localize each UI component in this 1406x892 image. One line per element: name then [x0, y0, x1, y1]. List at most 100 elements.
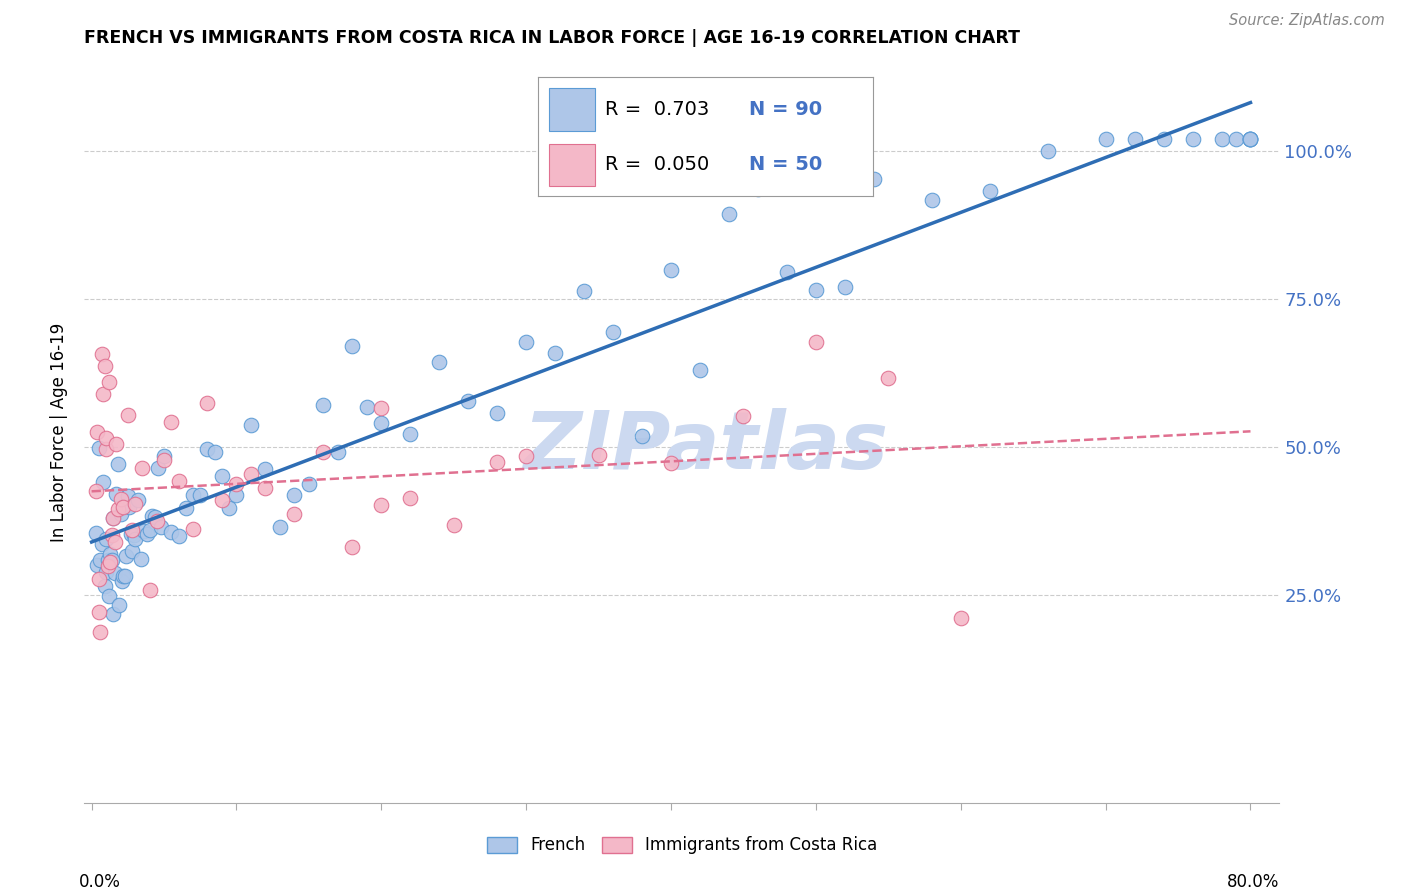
- Point: [90, 537, 112, 551]
- Point: [94, 565, 117, 579]
- Point: [689, 363, 711, 377]
- Point: [105, 487, 128, 501]
- Point: [160, 524, 183, 539]
- Point: [135, 526, 157, 541]
- Point: [225, 488, 247, 502]
- Point: [776, 264, 799, 278]
- Point: [659, 456, 682, 470]
- Point: [93, 579, 115, 593]
- Point: [132, 524, 155, 538]
- Point: [115, 549, 138, 563]
- Point: [94, 431, 117, 445]
- Point: [1225, 132, 1247, 146]
- Point: [96, 553, 118, 567]
- Point: [87, 441, 110, 455]
- Point: [747, 182, 769, 196]
- Point: [1181, 132, 1204, 146]
- Point: [101, 528, 124, 542]
- Point: [100, 555, 122, 569]
- Point: [98, 376, 121, 390]
- Point: [84, 525, 107, 540]
- Point: [949, 611, 972, 625]
- Point: [150, 520, 173, 534]
- Point: [138, 583, 160, 598]
- Point: [103, 511, 125, 525]
- Point: [87, 605, 110, 619]
- Point: [298, 476, 321, 491]
- Point: [90, 347, 112, 361]
- Point: [572, 284, 595, 298]
- Text: FRENCH VS IMMIGRANTS FROM COSTA RICA IN LABOR FORCE | AGE 16-19 CORRELATION CHAR: FRENCH VS IMMIGRANTS FROM COSTA RICA IN …: [84, 29, 1021, 47]
- Point: [121, 544, 143, 558]
- Point: [110, 491, 132, 506]
- Point: [93, 359, 115, 373]
- Text: ZIPatlas: ZIPatlas: [523, 409, 889, 486]
- Point: [114, 568, 136, 582]
- Point: [211, 493, 233, 508]
- Point: [117, 489, 139, 503]
- Point: [138, 524, 160, 538]
- Point: [370, 498, 392, 512]
- Point: [105, 437, 128, 451]
- Point: [143, 510, 166, 524]
- Point: [94, 532, 117, 546]
- Point: [127, 492, 149, 507]
- Point: [89, 625, 111, 640]
- Point: [239, 467, 262, 482]
- Point: [91, 475, 114, 489]
- Point: [834, 280, 856, 294]
- Point: [86, 425, 108, 439]
- Point: [188, 488, 211, 502]
- Point: [1239, 132, 1261, 146]
- Point: [283, 507, 305, 521]
- Point: [84, 484, 107, 499]
- Y-axis label: In Labor Force | Age 16-19: In Labor Force | Age 16-19: [51, 323, 69, 542]
- Point: [269, 520, 291, 534]
- Point: [1036, 145, 1059, 159]
- Point: [979, 185, 1001, 199]
- Point: [197, 396, 219, 410]
- Point: [110, 507, 132, 521]
- Point: [399, 491, 422, 505]
- Point: [1239, 132, 1261, 146]
- Point: [86, 558, 108, 572]
- Point: [117, 408, 139, 422]
- Point: [544, 346, 567, 360]
- Point: [218, 501, 240, 516]
- Point: [204, 445, 226, 459]
- Point: [111, 574, 134, 589]
- Point: [181, 522, 204, 536]
- Point: [457, 394, 479, 409]
- Point: [733, 409, 755, 423]
- Point: [443, 518, 465, 533]
- Point: [283, 488, 305, 502]
- Point: [254, 481, 277, 495]
- Point: [181, 487, 204, 501]
- Point: [211, 469, 233, 483]
- Point: [100, 547, 122, 561]
- Text: 0.0%: 0.0%: [79, 873, 121, 891]
- Point: [1123, 132, 1146, 146]
- Point: [1211, 132, 1233, 146]
- Point: [515, 449, 537, 463]
- Point: [254, 462, 277, 476]
- Point: [112, 500, 135, 514]
- Point: [804, 335, 827, 350]
- Point: [120, 526, 142, 541]
- Point: [124, 497, 146, 511]
- Point: [101, 552, 124, 566]
- Point: [112, 568, 135, 582]
- Point: [486, 406, 509, 420]
- Point: [1094, 132, 1116, 146]
- Point: [399, 427, 422, 442]
- Point: [98, 589, 121, 603]
- Text: Source: ZipAtlas.com: Source: ZipAtlas.com: [1229, 13, 1385, 29]
- Point: [107, 501, 129, 516]
- Point: [153, 449, 176, 463]
- Point: [148, 461, 170, 475]
- Point: [1153, 132, 1175, 146]
- Point: [863, 172, 886, 186]
- Point: [326, 444, 349, 458]
- Point: [124, 532, 146, 546]
- Point: [356, 400, 378, 414]
